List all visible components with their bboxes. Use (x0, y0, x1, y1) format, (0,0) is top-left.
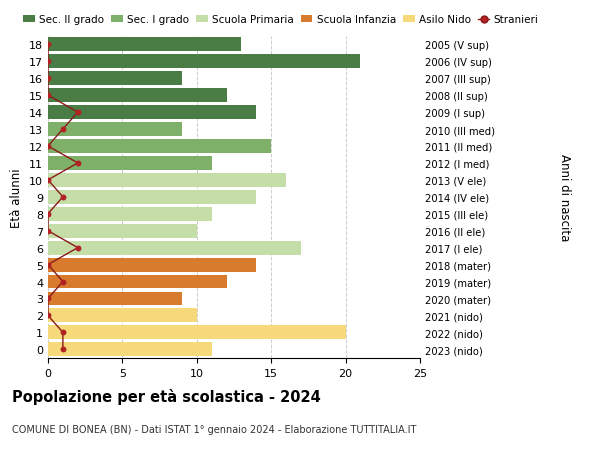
Point (43, 312, 53, 319)
Point (58, 194, 68, 201)
Point (73, 245, 83, 252)
Point (43, 75, 53, 83)
Point (58, 126, 68, 134)
Text: COMUNE DI BONEA (BN) - Dati ISTAT 1° gennaio 2024 - Elaborazione TUTTITALIA.IT: COMUNE DI BONEA (BN) - Dati ISTAT 1° gen… (12, 425, 416, 435)
Point (43, 295, 53, 302)
Bar (48, 72, 182, 86)
Bar (48, 123, 182, 137)
Bar (48, 174, 286, 187)
Bar (48, 38, 241, 52)
Bar (48, 157, 212, 170)
Bar (48, 106, 256, 120)
Bar (48, 309, 197, 323)
Point (58, 278, 68, 285)
Point (43, 261, 53, 269)
Bar (48, 342, 212, 357)
Point (58, 346, 68, 353)
Point (43, 228, 53, 235)
Point (43, 211, 53, 218)
Bar (48, 224, 197, 238)
Bar (48, 275, 227, 289)
Bar (48, 140, 271, 154)
Bar (48, 207, 212, 221)
Point (43, 177, 53, 184)
Y-axis label: Età alunni: Età alunni (10, 168, 23, 227)
Bar (48, 190, 256, 204)
Point (43, 143, 53, 150)
Point (58, 329, 68, 336)
Point (43, 41, 53, 49)
Point (73, 160, 83, 167)
Bar (48, 326, 346, 340)
Bar (48, 89, 227, 103)
Bar (48, 258, 256, 272)
Point (43, 58, 53, 66)
Bar (48, 55, 361, 69)
Legend: Sec. II grado, Sec. I grado, Scuola Primaria, Scuola Infanzia, Asilo Nido, Stran: Sec. II grado, Sec. I grado, Scuola Prim… (23, 15, 539, 25)
Point (73, 109, 83, 117)
Bar (48, 292, 182, 306)
Point (43, 92, 53, 100)
Bar (48, 241, 301, 255)
Y-axis label: Anni di nascita: Anni di nascita (558, 154, 571, 241)
Text: Popolazione per età scolastica - 2024: Popolazione per età scolastica - 2024 (12, 388, 321, 404)
